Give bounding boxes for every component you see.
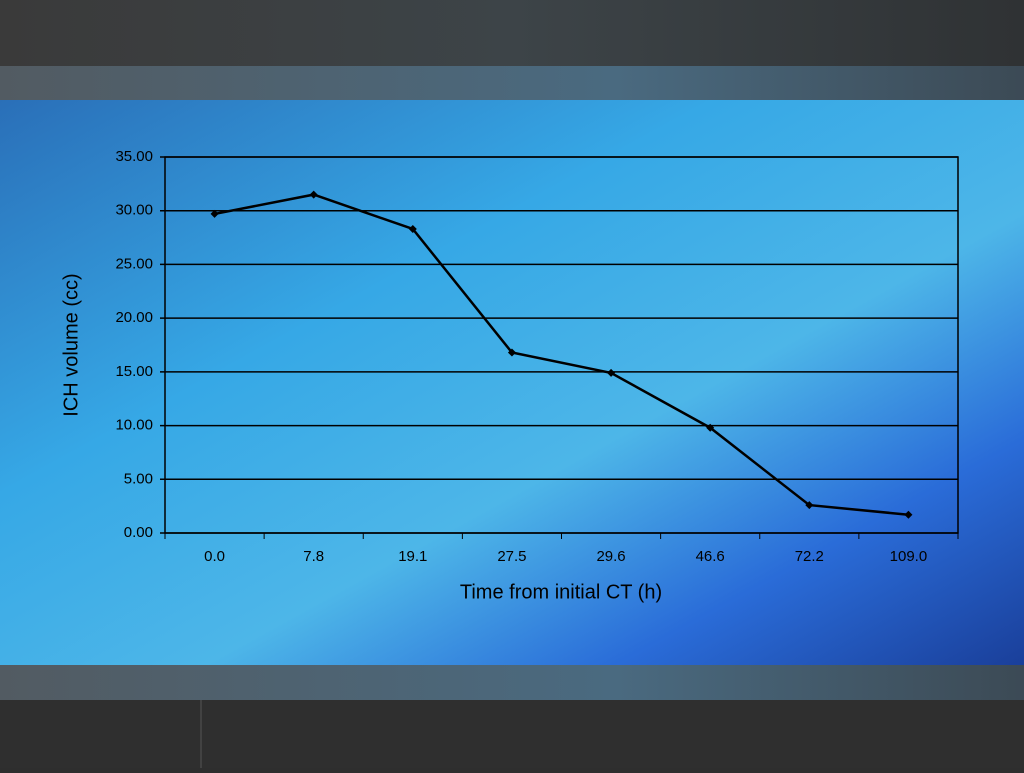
data-point bbox=[507, 348, 516, 357]
data-point bbox=[706, 423, 715, 432]
x-tick-label: 19.1 bbox=[398, 548, 427, 565]
x-tick-label: 46.6 bbox=[696, 548, 725, 565]
data-point bbox=[805, 501, 814, 510]
slide-panel bbox=[0, 100, 1024, 665]
data-point bbox=[309, 190, 318, 199]
data-point bbox=[408, 224, 417, 233]
y-tick-label: 10.00 bbox=[115, 417, 153, 434]
y-tick-label: 25.00 bbox=[115, 255, 153, 272]
x-tick-label: 29.6 bbox=[596, 548, 625, 565]
y-tick-label: 20.00 bbox=[115, 309, 153, 326]
y-tick-label: 15.00 bbox=[115, 363, 153, 380]
x-tick-label: 7.8 bbox=[303, 548, 324, 565]
bottom-bar bbox=[0, 700, 1024, 768]
y-axis-label: ICH volume (cc) bbox=[60, 273, 82, 416]
data-point bbox=[607, 368, 616, 377]
y-tick-label: 35.00 bbox=[115, 148, 153, 165]
x-tick-label: 109.0 bbox=[890, 548, 928, 565]
top-bar bbox=[0, 0, 1024, 66]
data-point bbox=[904, 510, 913, 519]
data-point bbox=[210, 209, 219, 218]
y-tick-label: 30.00 bbox=[115, 202, 153, 219]
x-tick-label: 27.5 bbox=[497, 548, 526, 565]
y-tick-label: 5.00 bbox=[124, 470, 153, 487]
x-axis-label: Time from initial CT (h) bbox=[460, 581, 662, 603]
x-tick-label: 72.2 bbox=[795, 548, 824, 565]
data-line bbox=[214, 193, 909, 516]
header-band bbox=[0, 66, 1024, 100]
x-tick-label: 0.0 bbox=[204, 548, 225, 565]
y-tick-label: 0.00 bbox=[124, 524, 153, 541]
footer-band bbox=[0, 665, 1024, 700]
